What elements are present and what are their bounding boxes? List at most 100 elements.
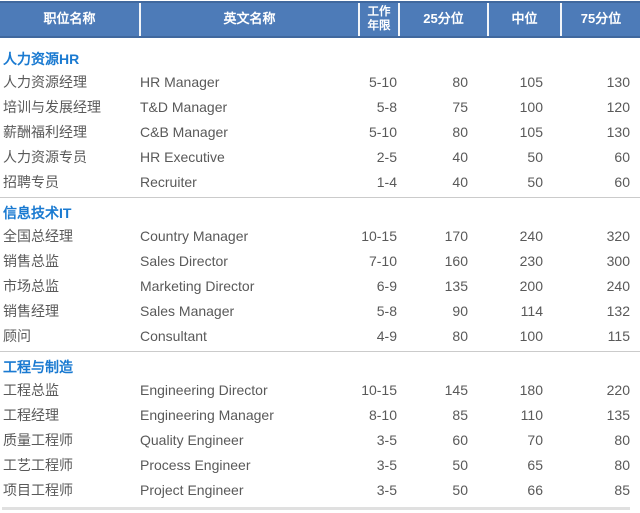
cell-median: 230 xyxy=(519,253,543,269)
cell-p75: 80 xyxy=(614,432,630,448)
cell-english-name: T&D Manager xyxy=(140,99,228,115)
cell-position-name: 销售总监 xyxy=(3,253,59,269)
cell-position-name: 薪酬福利经理 xyxy=(3,124,87,140)
cell-p75: 130 xyxy=(606,124,630,140)
cell-work-years: 3-5 xyxy=(376,482,397,498)
section-engineering-manufacturing: 工程与制造 工程总监 Engineering Director 10-15 14… xyxy=(0,351,640,503)
cell-p75: 120 xyxy=(606,99,630,115)
table-row: 工艺工程师 Process Engineer 3-5 50 65 80 xyxy=(0,453,640,478)
cell-p25: 50 xyxy=(452,457,468,473)
cell-p75: 132 xyxy=(606,303,630,319)
table-row: 项目工程师 Project Engineer 3-5 50 66 85 xyxy=(0,478,640,503)
cell-position-name: 质量工程师 xyxy=(3,432,73,448)
cell-p25: 80 xyxy=(452,74,468,90)
cell-english-name: Marketing Director xyxy=(140,278,255,294)
table-row: 工程总监 Engineering Director 10-15 145 180 … xyxy=(0,378,640,403)
cell-position-name: 市场总监 xyxy=(3,278,59,294)
cell-p75: 135 xyxy=(606,407,630,423)
cell-english-name: Country Manager xyxy=(140,228,249,244)
cell-english-name: Sales Manager xyxy=(140,303,235,319)
column-header-75th-percentile: 75分位 xyxy=(560,3,640,36)
cell-english-name: Project Engineer xyxy=(140,482,244,498)
cell-position-name: 工艺工程师 xyxy=(3,457,73,473)
cell-english-name: Process Engineer xyxy=(140,457,251,473)
cell-p75: 80 xyxy=(614,457,630,473)
cell-work-years: 3-5 xyxy=(376,432,397,448)
cell-p25: 60 xyxy=(452,432,468,448)
cell-p75: 60 xyxy=(614,174,630,190)
cell-position-name: 全国总经理 xyxy=(3,228,73,244)
cell-english-name: HR Manager xyxy=(140,74,220,90)
cell-work-years: 1-4 xyxy=(376,174,397,190)
cell-english-name: Quality Engineer xyxy=(140,432,244,448)
section-information-technology: 信息技术IT 全国总经理 Country Manager 10-15 170 2… xyxy=(0,197,640,349)
cell-p75: 115 xyxy=(607,328,630,344)
section-title: 工程与制造 xyxy=(3,359,73,375)
table-row: 顾问 Consultant 4-9 80 100 115 xyxy=(0,324,640,349)
cell-position-name: 招聘专员 xyxy=(3,174,59,190)
cell-work-years: 6-9 xyxy=(376,278,397,294)
cell-work-years: 4-9 xyxy=(376,328,397,344)
cell-p25: 40 xyxy=(452,149,468,165)
cell-p75: 85 xyxy=(614,482,630,498)
cell-median: 114 xyxy=(520,303,543,319)
cell-p75: 60 xyxy=(614,149,630,165)
cell-english-name: Sales Director xyxy=(140,253,228,269)
cell-p25: 40 xyxy=(452,174,468,190)
cell-p25: 80 xyxy=(452,328,468,344)
cell-work-years: 5-8 xyxy=(376,99,397,115)
cell-position-name: 培训与发展经理 xyxy=(3,99,101,115)
cell-p75: 130 xyxy=(606,74,630,90)
cell-work-years: 5-10 xyxy=(368,124,397,140)
cell-p25: 160 xyxy=(444,253,468,269)
column-header-position-name: 职位名称 xyxy=(43,11,96,27)
cell-p25: 135 xyxy=(444,278,468,294)
column-header-work-years: 工作年限 xyxy=(358,3,398,36)
cell-median: 180 xyxy=(519,382,543,398)
cell-work-years: 10-15 xyxy=(361,382,397,398)
cell-work-years: 5-10 xyxy=(368,74,397,90)
cell-english-name: Consultant xyxy=(140,328,207,344)
table-row: 培训与发展经理 T&D Manager 5-8 75 100 120 xyxy=(0,95,640,120)
table-row: 人力资源专员 HR Executive 2-5 40 50 60 xyxy=(0,145,640,170)
cell-work-years: 7-10 xyxy=(368,253,397,269)
table-row: 市场总监 Marketing Director 6-9 135 200 240 xyxy=(0,274,640,299)
cell-work-years: 10-15 xyxy=(361,228,397,244)
cell-p25: 85 xyxy=(452,407,468,423)
table-row: 质量工程师 Quality Engineer 3-5 60 70 80 xyxy=(0,428,640,453)
table-row: 招聘专员 Recruiter 1-4 40 50 60 xyxy=(0,170,640,195)
cell-position-name: 人力资源经理 xyxy=(3,74,87,90)
cell-position-name: 销售经理 xyxy=(3,303,59,319)
section-title: 人力资源HR xyxy=(3,51,80,67)
cell-median: 65 xyxy=(527,457,543,473)
cell-median: 240 xyxy=(519,228,543,244)
cell-median: 70 xyxy=(527,432,543,448)
section-title: 信息技术IT xyxy=(3,205,72,221)
cell-p25: 80 xyxy=(452,124,468,140)
cell-english-name: Engineering Director xyxy=(140,382,268,398)
cell-p75: 320 xyxy=(606,228,630,244)
cell-position-name: 顾问 xyxy=(3,328,31,344)
cell-p25: 50 xyxy=(452,482,468,498)
table-row: 工程经理 Engineering Manager 8-10 85 110 135 xyxy=(0,403,640,428)
table-row: 人力资源经理 HR Manager 5-10 80 105 130 xyxy=(0,70,640,95)
cell-english-name: Recruiter xyxy=(140,174,197,190)
cell-median: 50 xyxy=(527,174,543,190)
cell-work-years: 3-5 xyxy=(376,457,397,473)
section-human-resources: 人力资源HR 人力资源经理 HR Manager 5-10 80 105 130… xyxy=(0,48,640,195)
table-row: 销售经理 Sales Manager 5-8 90 114 132 xyxy=(0,299,640,324)
cell-p75: 220 xyxy=(606,382,630,398)
cell-median: 50 xyxy=(527,149,543,165)
cell-p25: 90 xyxy=(452,303,468,319)
cell-english-name: C&B Manager xyxy=(140,124,228,140)
column-header-25th-percentile: 25分位 xyxy=(398,3,487,36)
cell-median: 100 xyxy=(519,328,543,344)
cell-median: 110 xyxy=(520,407,543,423)
cell-position-name: 项目工程师 xyxy=(3,482,73,498)
column-header-english-name: 英文名称 xyxy=(139,3,358,36)
table-row: 全国总经理 Country Manager 10-15 170 240 320 xyxy=(0,224,640,249)
cell-median: 66 xyxy=(527,482,543,498)
cell-work-years: 5-8 xyxy=(376,303,397,319)
cell-work-years: 8-10 xyxy=(368,407,397,423)
